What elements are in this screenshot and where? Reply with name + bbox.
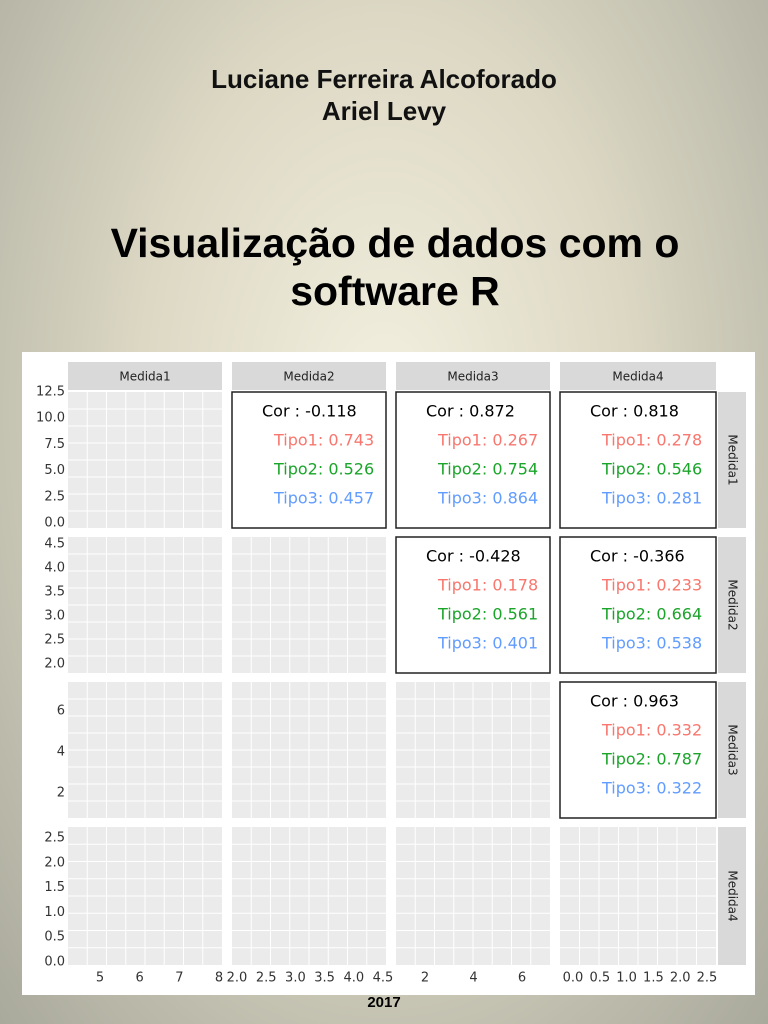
- row-label: Medida4: [726, 870, 740, 921]
- cor-panel: [559, 681, 717, 819]
- strip: [718, 537, 746, 673]
- y-tick-label: 12.5: [36, 385, 65, 400]
- x-tick-label: 1.5: [643, 971, 664, 986]
- x-tick-label: 3.5: [314, 971, 335, 986]
- cor-panel: [231, 391, 387, 529]
- title: Visualização de dados com o: [110, 220, 680, 266]
- x-tick-label: 2.0: [670, 971, 691, 986]
- x-tick-label: 2.5: [256, 971, 277, 986]
- cor-text: Cor : 0.872: [426, 402, 515, 421]
- cor-text: Tipo1: 0.178: [437, 576, 538, 595]
- y-tick-label: 2.5: [44, 831, 65, 846]
- cor-panel: [559, 391, 717, 529]
- x-tick-label: 1.0: [616, 971, 637, 986]
- cor-text: Cor : 0.963: [590, 692, 679, 711]
- y-tick-label: 1.0: [44, 905, 65, 920]
- y-tick-label: 0.5: [44, 930, 65, 945]
- strip: [718, 392, 746, 528]
- cor-text: Tipo3: 0.538: [601, 634, 702, 653]
- y-tick-label: 7.5: [44, 437, 65, 452]
- x-tick-label: 4.0: [343, 971, 364, 986]
- strip: [232, 362, 386, 390]
- cor-text: Tipo1: 0.233: [601, 576, 702, 595]
- cor-text: Tipo3: 0.322: [601, 779, 702, 798]
- x-tick-label: 6: [136, 971, 144, 986]
- cor-text: Tipo1: 0.267: [437, 431, 538, 450]
- y-tick-label: 5.0: [44, 463, 65, 478]
- y-tick-label: 4.0: [44, 561, 65, 576]
- x-tick-label: 2.5: [697, 971, 718, 986]
- row-label: Medida3: [726, 724, 740, 775]
- y-tick-label: 0.0: [44, 516, 65, 531]
- row-label: Medida2: [726, 579, 740, 630]
- cor-text: Tipo1: 0.278: [601, 431, 702, 450]
- cor-text: Tipo2: 0.526: [273, 460, 374, 479]
- strip: [718, 827, 746, 965]
- x-tick-label: 4: [469, 971, 477, 986]
- strip: [718, 682, 746, 818]
- y-tick-label: 2.5: [44, 489, 65, 504]
- x-tick-label: 0.0: [563, 971, 584, 986]
- cor-panel: [395, 536, 551, 674]
- y-tick-label: 6: [57, 704, 65, 719]
- y-tick-label: 0.0: [44, 955, 65, 970]
- column-label: Medida4: [612, 370, 663, 384]
- strip: [68, 362, 222, 390]
- cor-text: Tipo2: 0.787: [601, 750, 702, 769]
- row-label: Medida1: [726, 434, 740, 485]
- x-tick-label: 7: [175, 971, 183, 986]
- cor-text: Cor : -0.428: [426, 547, 521, 566]
- cor-text: Tipo1: 0.332: [601, 721, 702, 740]
- x-tick-label: 5: [96, 971, 104, 986]
- author: Ariel Levy: [321, 96, 447, 126]
- strip: [560, 362, 716, 390]
- cor-text: Tipo3: 0.281: [601, 489, 702, 508]
- year: 2017: [367, 994, 401, 1011]
- cor-panel: [395, 391, 551, 529]
- title: software R: [290, 268, 500, 314]
- cor-text: Tipo2: 0.546: [601, 460, 702, 479]
- author: Luciane Ferreira Alcoforado: [211, 64, 557, 94]
- cor-text: Tipo2: 0.561: [437, 605, 538, 624]
- x-tick-label: 4.5: [373, 971, 394, 986]
- y-tick-label: 2: [57, 786, 65, 801]
- cor-text: Cor : 0.818: [590, 402, 679, 421]
- cor-text: Tipo1: 0.743: [273, 431, 374, 450]
- cor-text: Cor : -0.118: [262, 402, 357, 421]
- y-tick-label: 4.5: [44, 537, 65, 552]
- cor-text: Cor : -0.366: [590, 547, 685, 566]
- y-tick-label: 4: [57, 745, 65, 760]
- x-tick-label: 2.0: [227, 971, 248, 986]
- cor-panel: [559, 536, 717, 674]
- x-tick-label: 2: [421, 971, 429, 986]
- strip: [396, 362, 550, 390]
- cor-text: Tipo2: 0.664: [601, 605, 702, 624]
- y-tick-label: 1.5: [44, 880, 65, 895]
- y-tick-label: 3.5: [44, 585, 65, 600]
- column-label: Medida3: [447, 370, 498, 384]
- y-tick-label: 2.0: [44, 855, 65, 870]
- column-label: Medida1: [119, 370, 170, 384]
- cor-text: Tipo2: 0.754: [437, 460, 538, 479]
- x-tick-label: 3.0: [285, 971, 306, 986]
- cor-text: Tipo3: 0.864: [437, 489, 538, 508]
- y-tick-label: 10.0: [36, 411, 65, 426]
- y-tick-label: 2.0: [44, 657, 65, 672]
- x-tick-label: 6: [518, 971, 526, 986]
- x-tick-label: 8: [215, 971, 223, 986]
- cor-text: Tipo3: 0.401: [437, 634, 538, 653]
- y-tick-label: 2.5: [44, 633, 65, 648]
- x-tick-label: 0.5: [589, 971, 610, 986]
- pairs-plot: Medida1 Medida2 Medida3 Medida4 Medida1 Cor :…: [22, 352, 755, 995]
- column-label: Medida2: [283, 370, 334, 384]
- cor-text: Tipo3: 0.457: [273, 489, 374, 508]
- y-tick-label: 3.0: [44, 609, 65, 624]
